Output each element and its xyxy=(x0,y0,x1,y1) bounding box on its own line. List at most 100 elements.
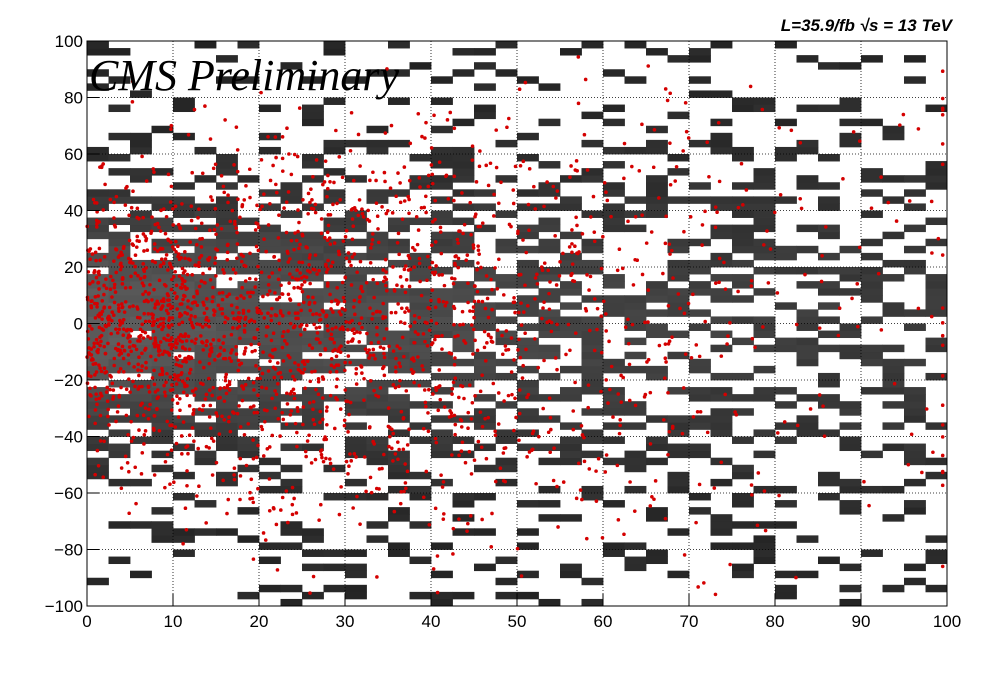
heatmap-cell xyxy=(388,415,410,423)
scatter-point xyxy=(473,338,477,343)
heatmap-cell xyxy=(710,542,733,550)
scatter-point xyxy=(462,222,467,227)
heatmap-cell xyxy=(689,507,711,515)
heatmap-cell xyxy=(732,542,754,550)
scatter-point xyxy=(329,363,334,368)
heatmap-cell xyxy=(431,154,453,162)
heatmap-cell xyxy=(194,450,217,459)
heatmap-cell xyxy=(861,344,883,353)
scatter-point xyxy=(398,275,403,279)
scatter-point xyxy=(375,575,379,579)
heatmap-cell xyxy=(194,288,217,296)
heatmap-cell xyxy=(151,238,174,247)
scatter-point xyxy=(177,274,182,278)
heatmap-cell xyxy=(280,196,303,204)
heatmap-cell xyxy=(151,309,174,317)
heatmap-cell xyxy=(517,344,539,353)
scatter-point xyxy=(402,267,407,272)
scatter-point xyxy=(326,223,331,228)
scatter-point xyxy=(252,410,257,415)
heatmap-cell xyxy=(130,344,152,353)
heatmap-cell xyxy=(474,394,496,402)
heatmap-cell xyxy=(581,408,604,416)
heatmap-cell xyxy=(882,125,905,134)
scatter-point xyxy=(547,396,552,400)
heatmap-cell xyxy=(388,365,410,374)
scatter-point xyxy=(374,310,379,314)
heatmap-cell xyxy=(732,436,754,444)
scatter-point xyxy=(573,244,577,249)
heatmap-cell xyxy=(452,323,475,331)
heatmap-cell xyxy=(108,288,131,296)
scatter-point xyxy=(197,207,201,211)
scatter-point xyxy=(315,272,319,276)
heatmap-cell xyxy=(624,76,647,84)
heatmap-cell xyxy=(603,69,625,77)
scatter-point xyxy=(653,479,658,483)
scatter-point xyxy=(328,292,332,297)
scatter-point xyxy=(295,406,300,410)
scatter-point xyxy=(118,323,122,327)
scatter-point xyxy=(451,380,456,385)
scatter-point xyxy=(346,251,351,255)
scatter-point xyxy=(929,199,934,204)
scatter-point xyxy=(695,410,700,414)
scatter-point xyxy=(175,307,179,311)
heatmap-cell xyxy=(861,238,883,247)
scatter-point xyxy=(359,364,363,368)
scatter-point xyxy=(303,449,308,454)
scatter-point xyxy=(940,435,945,439)
heatmap-cell xyxy=(323,252,346,261)
scatter-point xyxy=(215,223,220,227)
scatter-point xyxy=(430,288,435,292)
heatmap-cell xyxy=(388,224,410,233)
scatter-point xyxy=(851,130,856,134)
scatter-point xyxy=(762,489,767,493)
heatmap-cell xyxy=(194,344,217,353)
scatter-point xyxy=(423,136,427,140)
heatmap-cell xyxy=(237,415,260,423)
scatter-point xyxy=(208,403,213,408)
scatter-point xyxy=(89,394,93,398)
heatmap-cell xyxy=(108,76,131,84)
scatter-point xyxy=(406,268,411,272)
scatter-point xyxy=(264,249,269,254)
scatter-point xyxy=(330,327,335,331)
scatter-point xyxy=(92,301,97,306)
scatter-point xyxy=(496,391,501,395)
heatmap-cell xyxy=(323,365,346,374)
scatter-point xyxy=(775,291,780,295)
heatmap-cell xyxy=(388,514,410,522)
x-axis: 0 10 20 30 40 50 60 70 80 90 100 xyxy=(82,594,961,631)
heatmap-cell xyxy=(538,485,561,494)
heatmap-cell xyxy=(624,337,647,346)
scatter-point xyxy=(117,327,122,332)
scatter-point xyxy=(227,356,232,360)
scatter-point xyxy=(94,337,99,342)
heatmap-cell xyxy=(904,443,926,452)
heatmap-cell xyxy=(732,316,754,324)
scatter-point xyxy=(749,483,754,487)
scatter-point xyxy=(476,299,481,304)
scatter-point xyxy=(443,303,448,308)
scatter-point xyxy=(316,376,321,381)
scatter-point xyxy=(373,356,377,361)
scatter-point xyxy=(403,264,408,268)
scatter-point xyxy=(133,271,138,275)
scatter-point xyxy=(169,127,173,132)
scatter-point xyxy=(102,292,106,297)
heatmap-cell xyxy=(689,323,711,331)
heatmap-cell xyxy=(818,281,840,289)
heatmap-cell xyxy=(861,267,883,275)
scatter-point xyxy=(176,254,180,259)
scatter-point xyxy=(354,366,359,371)
heatmap-cell xyxy=(667,478,690,487)
scatter-point xyxy=(102,344,107,349)
heatmap-cell xyxy=(560,394,582,402)
scatter-point xyxy=(238,425,243,429)
heatmap-cell xyxy=(216,337,238,346)
heatmap-cell xyxy=(302,422,324,430)
scatter-point xyxy=(355,330,359,334)
heatmap-cell xyxy=(882,132,905,141)
scatter-point xyxy=(476,244,480,248)
